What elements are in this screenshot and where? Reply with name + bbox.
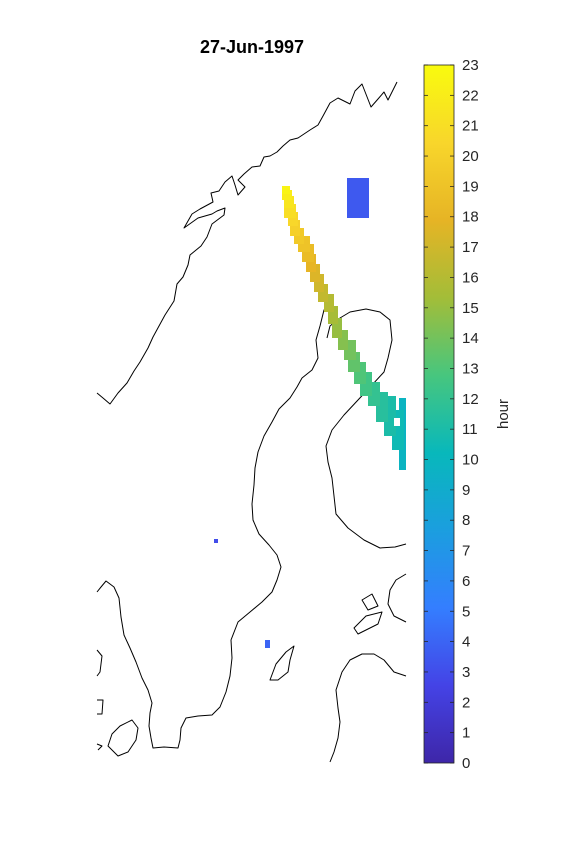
coastline-finland	[325, 308, 407, 549]
map-area	[96, 81, 407, 763]
colorbar-tick-label: 5	[462, 603, 470, 620]
colorbar-tick-label: 12	[462, 391, 479, 408]
coastline-saaremaa	[353, 611, 383, 635]
coastline-baltic-west	[96, 297, 333, 749]
track-pixel	[306, 254, 316, 272]
colorbar-tick-label: 11	[462, 421, 478, 438]
colorbar-tick-label: 18	[462, 209, 479, 226]
colorbar-tick-label: 9	[462, 482, 470, 499]
colorbar-tick-label: 6	[462, 573, 470, 590]
track-pixel	[288, 212, 298, 226]
colorbar-tick-label: 8	[462, 512, 470, 529]
track-pixel	[332, 318, 342, 338]
track-pixel	[284, 196, 294, 208]
track-pixel	[282, 190, 292, 200]
coastline-baltic-east	[387, 573, 407, 623]
colorbar-tick-label: 14	[462, 330, 479, 347]
track-pixel	[214, 539, 218, 543]
colorbar-tick-label: 23	[462, 57, 479, 74]
colorbar-tick-label: 22	[462, 87, 479, 104]
colorbar-tick-label: 20	[462, 148, 479, 165]
track-pixel	[318, 284, 328, 302]
colorbar-tick-label: 1	[462, 725, 470, 742]
colorbar-tick-label: 17	[462, 239, 479, 256]
track-gap	[394, 418, 400, 426]
coastline-norway-sweden	[96, 81, 398, 405]
coastline-latvia	[329, 653, 407, 763]
colorbar-tick-label: 15	[462, 300, 479, 317]
coastline-denmark-west-3	[96, 743, 103, 751]
colorbar-tick-label: 0	[462, 755, 470, 772]
colorbar-tick-label: 19	[462, 178, 479, 195]
colorbar-tick-label: 7	[462, 543, 470, 560]
chart-title: 27-Jun-1997	[200, 37, 304, 57]
track-pixel	[324, 294, 334, 312]
colorbar-tick-label: 16	[462, 269, 479, 286]
track-pixel	[314, 274, 324, 292]
track-pixel	[290, 220, 300, 236]
track-pixel	[310, 264, 320, 282]
coastline-estonia-island	[361, 593, 379, 611]
coastline-denmark-west	[96, 649, 103, 677]
coastline-denmark-island	[107, 719, 139, 757]
coastline-gotland	[269, 645, 295, 681]
track-pixel	[282, 186, 290, 194]
coastline-denmark-west-2	[97, 699, 104, 715]
track-pixel	[328, 306, 338, 324]
colorbar-tick-label: 4	[462, 634, 470, 651]
track-pixel	[265, 640, 270, 648]
colorbar-tick-label: 3	[462, 664, 470, 681]
lightning-track	[214, 178, 406, 648]
track-pixel	[338, 330, 348, 350]
colorbar-tick-label: 2	[462, 694, 470, 711]
track-pixel	[347, 178, 369, 218]
colorbar-label: hour	[495, 399, 512, 429]
colorbar-tick-label: 21	[462, 118, 479, 135]
colorbar-tick-label: 13	[462, 360, 479, 377]
colorbar-gradient	[423, 64, 455, 764]
colorbar-tick-label: 10	[462, 452, 479, 469]
